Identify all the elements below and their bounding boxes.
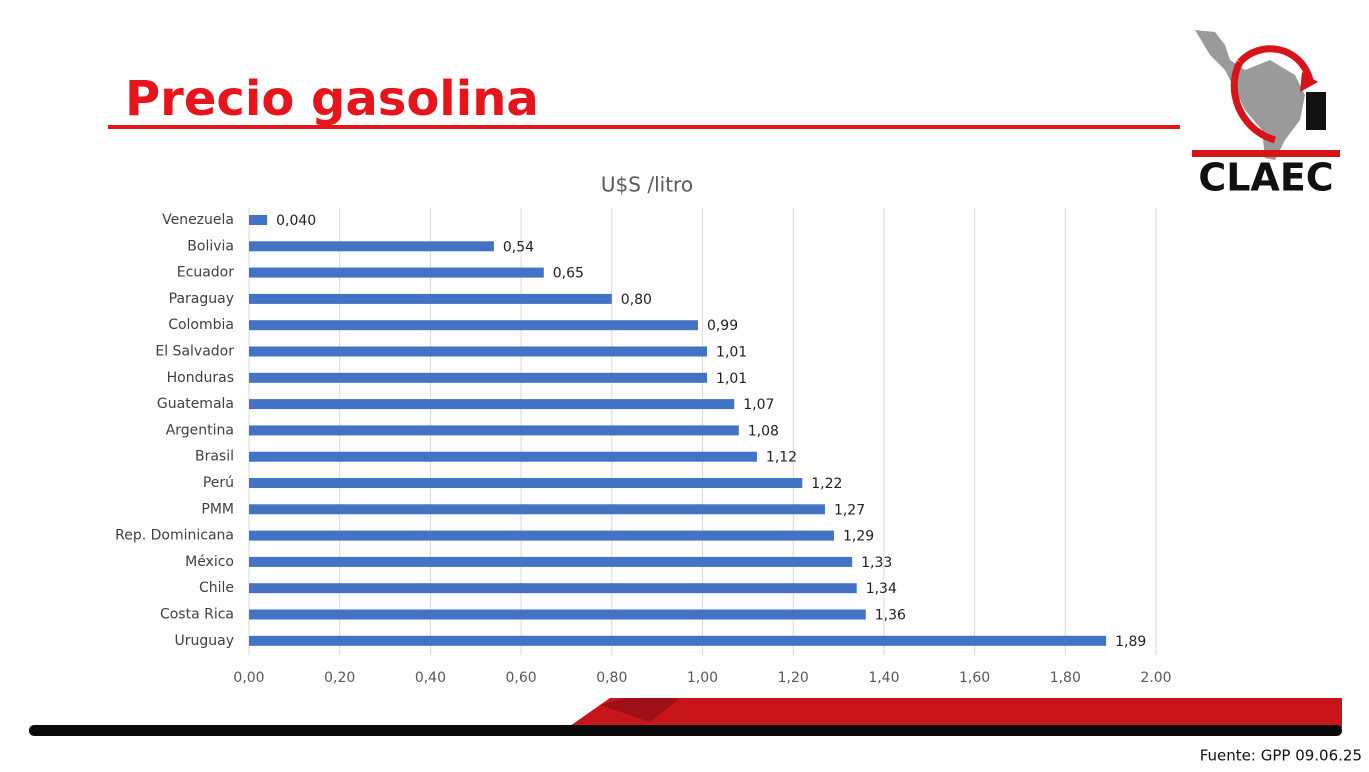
bar [249, 320, 698, 331]
chart-title: U$S /litro [601, 173, 693, 197]
data-label: 1,29 [843, 529, 874, 545]
x-tick-label: 2.00 [1140, 670, 1171, 686]
data-label: 0,99 [707, 318, 738, 334]
title-underline [108, 125, 1180, 129]
x-tick-label: 0,00 [233, 670, 264, 686]
bar [249, 530, 835, 541]
data-label: 1,27 [834, 502, 865, 518]
logo: CLAEC [1192, 30, 1340, 200]
y-tick-label: Paraguay [169, 291, 234, 307]
plot: 0,00 0,20 0,40 0,60 0,80 1,00 1,20 1,40 1,60 1,80… [115, 208, 1172, 686]
x-tick-label: 0,80 [596, 670, 627, 686]
y-tick-label: Ecuador [177, 265, 234, 281]
x-tick-label: 1,80 [1050, 670, 1081, 686]
y-tick-label: Costa Rica [160, 607, 234, 623]
source: Fuente: GPP 09.06.25 [1200, 747, 1362, 765]
data-label: 0,54 [503, 239, 534, 255]
data-label: 1,36 [875, 608, 906, 624]
x-tick-label: 1,60 [959, 670, 990, 686]
bar [249, 556, 853, 567]
bar [249, 346, 708, 357]
data-label: 1,01 [716, 345, 747, 361]
data-label: 1,34 [866, 581, 897, 597]
bar [249, 399, 735, 410]
x-tick-label: 1,20 [778, 670, 809, 686]
bar [249, 451, 757, 462]
x-tick-label: 0,40 [415, 670, 446, 686]
bar [249, 293, 612, 304]
y-tick-label: Guatemala [157, 396, 234, 412]
bar [249, 241, 494, 252]
bar [249, 267, 544, 278]
y-tick-label: Rep. Dominicana [115, 528, 234, 544]
y-tick-label: Venezuela [162, 212, 234, 228]
bar [249, 635, 1107, 646]
y-tick-label: Argentina [166, 422, 234, 438]
x-tick-label: 1,00 [687, 670, 718, 686]
x-tick-label: 0,60 [506, 670, 537, 686]
y-tick-label: Uruguay [175, 633, 235, 649]
footer-bar [29, 725, 1342, 736]
y-tick-label: El Salvador [155, 344, 234, 360]
data-label: 1,22 [811, 476, 842, 492]
x-tick-label: 1,40 [868, 670, 899, 686]
data-label: 1,89 [1115, 634, 1146, 650]
y-tick-label: Colombia [168, 317, 234, 333]
slide-title: Precio gasolina [125, 71, 539, 127]
x-tick-label: 0,20 [324, 670, 355, 686]
data-label: 0,040 [276, 213, 316, 229]
y-tick-label: Honduras [167, 370, 234, 386]
bar [249, 504, 825, 515]
bar [249, 478, 803, 488]
data-label: 1,12 [766, 450, 797, 466]
data-label: 1,07 [743, 397, 774, 413]
bar [249, 215, 268, 225]
bar [249, 609, 866, 620]
data-label: 1,01 [716, 371, 747, 387]
bar [249, 372, 708, 383]
logo-text: CLAEC [1198, 156, 1333, 200]
y-tick-label: Brasil [195, 449, 234, 465]
data-label: 0,65 [553, 266, 584, 282]
y-tick-label: Chile [199, 580, 234, 596]
data-label: 1,33 [861, 555, 892, 571]
footer-stripe [570, 698, 1342, 728]
y-tick-label: Perú [203, 475, 234, 491]
data-label: 1,08 [748, 423, 779, 439]
y-tick-label: Bolivia [187, 238, 234, 254]
bar [249, 425, 739, 436]
y-tick-label: PMM [201, 501, 234, 517]
bar [249, 583, 857, 594]
footer-accent [600, 698, 680, 722]
data-label: 0,80 [621, 292, 652, 308]
y-tick-label: México [185, 554, 234, 570]
